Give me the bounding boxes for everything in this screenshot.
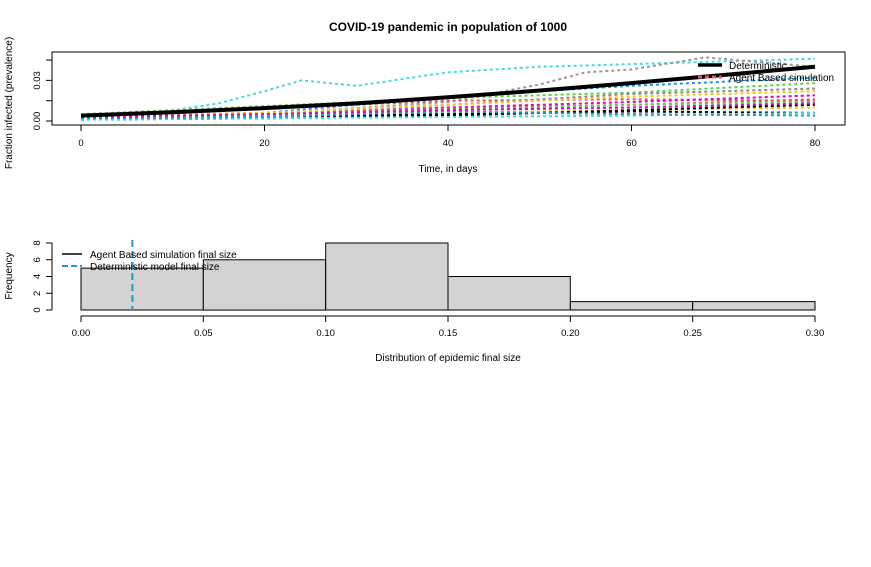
x-axis-label: Time, in days [418,164,477,175]
x-axis: 0.00 0.05 0.10 0.15 0.20 0.25 0.30 [72,315,825,339]
y-axis-label: Frequency [4,252,15,299]
histogram-bar [692,301,816,311]
x-tick-label: 0.25 [683,328,702,339]
legend-label-agent: Agent Based simulation [729,73,834,84]
histogram-bars [80,242,816,311]
x-tick-label: 0.30 [806,328,825,339]
agent-series-line [80,102,816,118]
x-tick-label: 60 [626,138,637,149]
legend: Deterministic Agent Based simulation [698,61,834,84]
y-tick-label: 0.03 [32,71,43,90]
y-tick-label: 4 [32,274,43,279]
agent-series-line [80,90,816,117]
agent-series-line [80,110,816,120]
prevalence-chart: 0 20 40 60 80 0.00 0.03 Time, in days Fractio… [4,37,846,175]
x-tick-label: 0.15 [439,328,458,339]
x-axis: 0 20 40 60 80 [78,124,821,149]
histogram-bar [80,267,204,311]
deterministic-line [80,64,816,118]
x-tick-label: 0 [78,138,83,149]
x-tick-label: 0.00 [72,328,91,339]
final-size-histogram: 0.00 0.05 0.10 0.15 0.20 0.25 0.30 0 2 4 6 8 Distr… [4,240,824,364]
series-group [80,56,816,121]
agent-series-line [80,111,816,121]
x-axis-label: Distribution of epidemic final size [375,353,521,364]
histogram-bar [447,276,571,311]
y-axis-label: Fraction infected (prevalence) [4,37,15,169]
x-tick-label: 0.10 [316,328,335,339]
histogram-bar [569,301,694,311]
histogram-bar [325,242,449,311]
x-tick-label: 20 [259,138,270,149]
x-tick-label: 0.20 [561,328,580,339]
x-tick-label: 80 [810,138,821,149]
chart-title: COVID-19 pandemic in population of 1000 [329,20,567,34]
legend-label-deterministic-final: Deterministic model final size [90,262,220,273]
y-tick-label: 2 [32,291,43,296]
x-tick-label: 40 [443,138,454,149]
y-tick-label: 8 [32,240,43,245]
y-axis: 0.00 0.03 [32,59,53,131]
legend-label-agent-final: Agent Based simulation final size [90,250,237,261]
legend-label-deterministic: Deterministic [729,61,787,72]
histogram-bar [202,259,327,311]
y-tick-label: 0.00 [32,112,43,131]
y-tick-label: 6 [32,257,43,262]
x-tick-label: 0.05 [194,328,213,339]
agent-series-line [80,57,816,118]
y-axis: 0 2 4 6 8 [32,240,53,313]
legend: Agent Based simulation final size Determ… [62,250,237,273]
y-tick-label: 0 [32,307,43,312]
